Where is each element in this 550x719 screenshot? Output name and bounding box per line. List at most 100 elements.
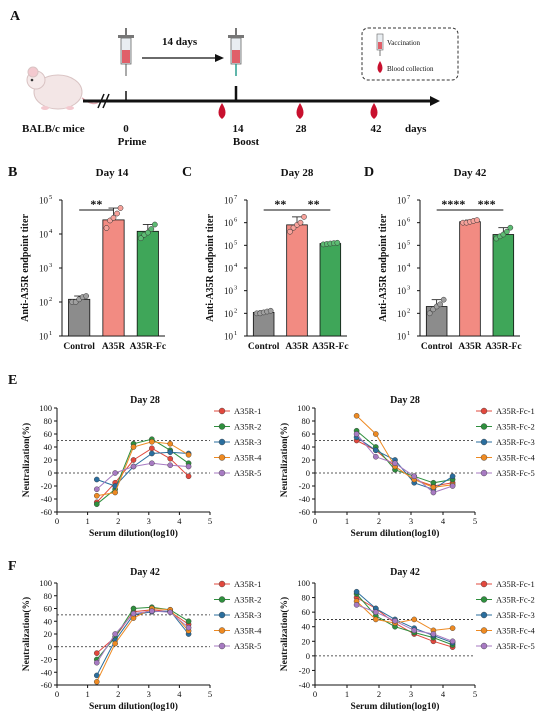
day-label: 0	[123, 123, 129, 135]
data-point	[93, 679, 100, 685]
x-axis-label: Serum dilution(log10)	[351, 528, 440, 539]
data-point	[287, 228, 293, 235]
y-tick-label: 10	[397, 264, 407, 274]
bar	[319, 243, 342, 337]
series-line	[96, 606, 189, 660]
y-tick-label: 0	[306, 468, 310, 478]
y-tick-label: 100	[39, 403, 52, 413]
mouse-icon	[26, 66, 101, 110]
data-point	[353, 412, 360, 419]
data-point	[103, 225, 110, 231]
significance-label: ****	[441, 197, 465, 211]
y-tick-exponent: 3	[49, 262, 52, 269]
y-tick-label: 0	[306, 651, 310, 661]
y-tick-label: 60	[44, 604, 53, 614]
legend-marker	[218, 407, 226, 415]
data-point	[167, 449, 174, 456]
significance-label: ***	[478, 197, 496, 211]
legend-marker	[480, 580, 488, 588]
y-tick-label: 40	[44, 442, 53, 452]
bar	[492, 234, 515, 337]
legend-label: A35R-Fc-2	[496, 422, 535, 432]
x-tick-label: Control	[248, 342, 280, 352]
x-tick-label: 4	[441, 689, 446, 699]
data-point	[392, 618, 398, 624]
y-tick-label: 10	[39, 230, 49, 240]
series-line	[96, 607, 189, 683]
data-point	[130, 444, 137, 450]
y-tick-label: 20	[302, 636, 311, 646]
day-label: 28	[296, 123, 308, 135]
y-tick-label: 100	[297, 578, 310, 588]
y-tick-label: 10	[397, 286, 407, 296]
y-tick-label: -60	[41, 680, 52, 690]
y-axis-label: Anti-A35R endpoint titer	[205, 214, 216, 322]
y-axis-label: Neutralization(%)	[21, 423, 32, 497]
y-tick-label: -60	[299, 507, 310, 517]
days-unit-label: days	[405, 123, 427, 135]
y-axis-label: Anti-A35R endpoint titer	[378, 214, 389, 322]
data-point	[149, 608, 155, 614]
y-tick-label: 10	[397, 309, 407, 319]
data-point	[93, 492, 100, 499]
chart-title: Day 42	[454, 167, 487, 179]
y-tick-label: 60	[302, 429, 311, 439]
data-point	[185, 618, 192, 625]
data-point	[267, 307, 274, 314]
x-tick-label: A35R-Fc	[485, 342, 521, 352]
y-tick-label: 10	[224, 241, 234, 251]
data-point	[440, 296, 447, 303]
x-tick-label: A35R	[458, 342, 481, 352]
data-point	[117, 205, 124, 211]
x-tick-label: 4	[441, 516, 446, 526]
y-tick-label: 0	[48, 642, 52, 652]
y-tick-exponent: 2	[407, 307, 410, 314]
y-tick-exponent: 5	[49, 194, 52, 201]
data-point	[297, 219, 304, 226]
x-tick-label: 3	[409, 689, 413, 699]
legend-label: A35R-5	[234, 641, 261, 651]
data-point	[114, 210, 120, 217]
y-tick-label: 60	[302, 607, 311, 617]
data-point	[130, 457, 137, 463]
panel-letter-a: A	[10, 9, 21, 24]
legend-label: A35R-Fc-4	[496, 626, 535, 636]
series-line	[356, 591, 453, 644]
data-point	[334, 239, 341, 246]
y-tick-exponent: 6	[407, 217, 411, 224]
data-point	[353, 602, 360, 608]
data-point	[353, 431, 360, 437]
legend-label: A35R-Fc-4	[496, 453, 535, 463]
x-tick-label: A35R	[102, 342, 125, 352]
y-tick-label: 20	[44, 629, 53, 639]
y-tick-label: 40	[302, 442, 311, 452]
data-point	[185, 624, 192, 631]
day-label: 14	[233, 123, 245, 135]
syringe-icon	[228, 28, 244, 76]
significance-label: **	[308, 197, 320, 211]
x-tick-label: 3	[147, 516, 151, 526]
panel-letter-d: D	[364, 165, 374, 180]
x-tick-label: 3	[409, 516, 413, 526]
legend-box	[361, 27, 459, 81]
legend-label: A35R-Fc-3	[496, 437, 535, 447]
legend-label: A35R-Fc-5	[496, 468, 535, 478]
y-tick-exponent: 3	[407, 285, 410, 292]
legend-label: A35R-1	[234, 406, 261, 416]
data-point	[149, 460, 155, 467]
series-line	[96, 447, 189, 503]
y-tick-label: -40	[299, 494, 310, 504]
legend-label: A35R-3	[234, 437, 261, 447]
x-tick-label: 2	[116, 516, 120, 526]
data-point	[93, 486, 100, 493]
data-point	[449, 638, 456, 645]
legend-marker	[218, 580, 226, 588]
chart-title: Day 28	[281, 167, 314, 179]
event-label: Boost	[233, 136, 260, 148]
y-tick-label: 10	[224, 286, 234, 296]
legend-blood-collection: Blood collection	[387, 65, 434, 73]
series-line	[96, 441, 189, 497]
y-tick-label: -40	[41, 494, 52, 504]
